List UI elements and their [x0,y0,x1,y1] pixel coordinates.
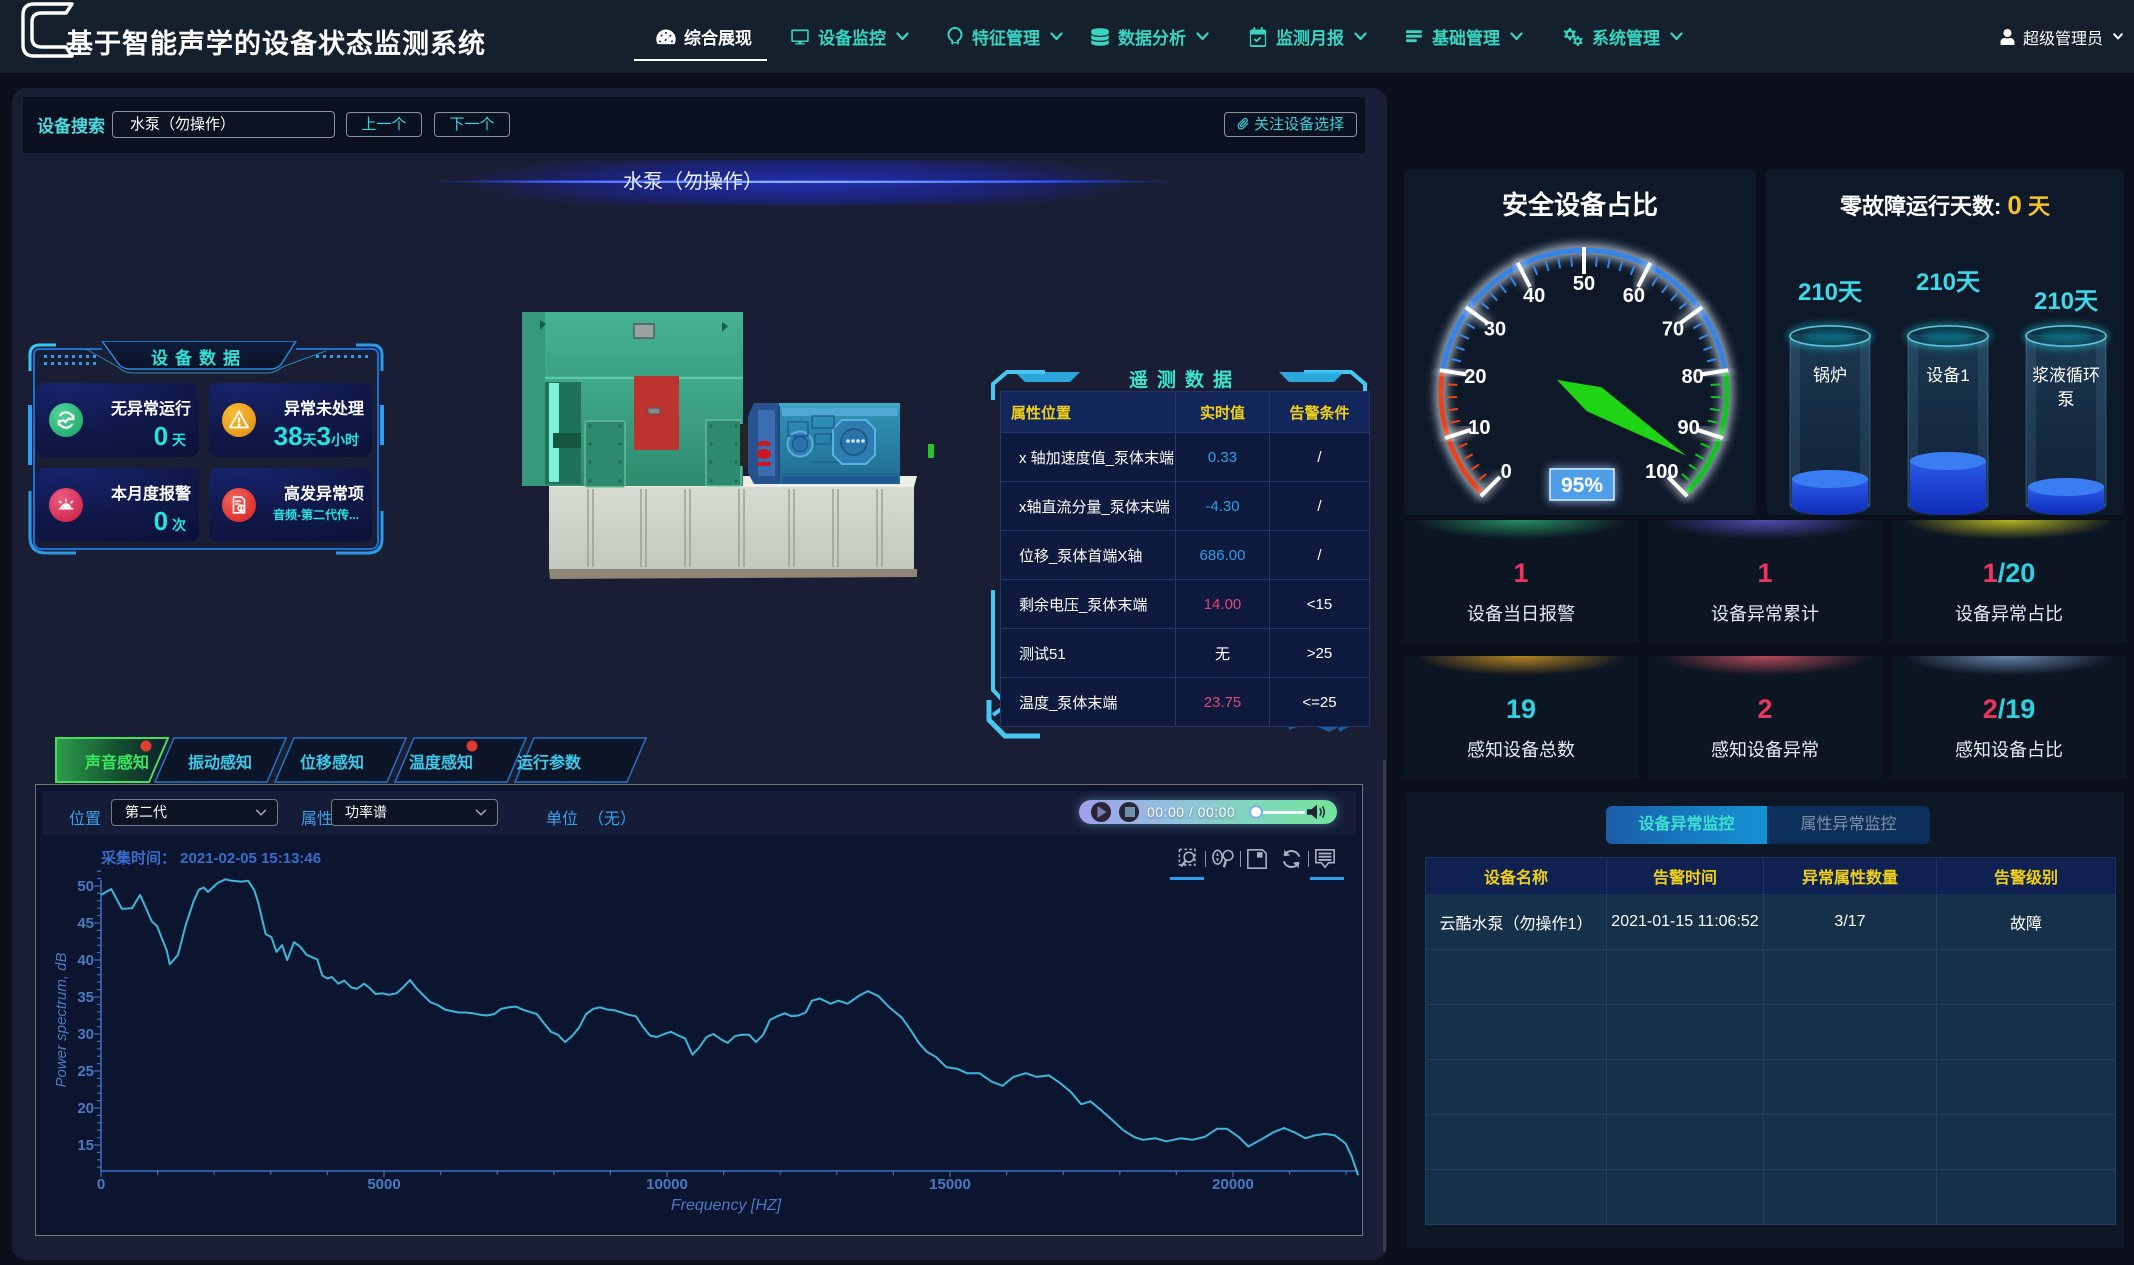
svg-text:100: 100 [1645,461,1678,483]
svg-text:95%: 95% [1561,474,1603,497]
svg-text:40: 40 [1523,285,1545,307]
svg-text:35: 35 [77,989,94,1006]
svg-text:Frequency [HZ]: Frequency [HZ] [671,1197,782,1214]
svg-text:0: 0 [97,1176,105,1193]
svg-text:50: 50 [1573,273,1595,295]
svg-text:20: 20 [77,1100,94,1117]
svg-text:30: 30 [1484,318,1506,340]
svg-text:Power spectrum, dB: Power spectrum, dB [53,952,70,1087]
svg-text:振动感知: 振动感知 [188,753,252,772]
svg-text:25: 25 [77,1063,94,1080]
svg-text:温度感知: 温度感知 [408,753,473,772]
svg-text:运行参数: 运行参数 [517,753,582,772]
svg-text:10: 10 [1468,417,1490,439]
svg-text:70: 70 [1662,318,1684,340]
svg-text:20: 20 [1464,366,1486,388]
svg-text:60: 60 [1623,285,1645,307]
svg-text:15: 15 [77,1137,94,1154]
svg-text:45: 45 [77,915,94,932]
svg-text:声音感知: 声音感知 [84,753,149,772]
svg-text:5000: 5000 [367,1176,400,1193]
svg-text:位移感知: 位移感知 [300,753,364,772]
svg-text:20000: 20000 [1212,1176,1254,1193]
svg-text:90: 90 [1677,417,1699,439]
svg-text:50: 50 [77,878,94,895]
svg-text:0: 0 [1501,461,1512,483]
svg-text:80: 80 [1681,366,1703,388]
svg-text:30: 30 [77,1026,94,1043]
svg-text:15000: 15000 [929,1176,971,1193]
svg-text:10000: 10000 [646,1176,688,1193]
svg-text:40: 40 [77,952,94,969]
